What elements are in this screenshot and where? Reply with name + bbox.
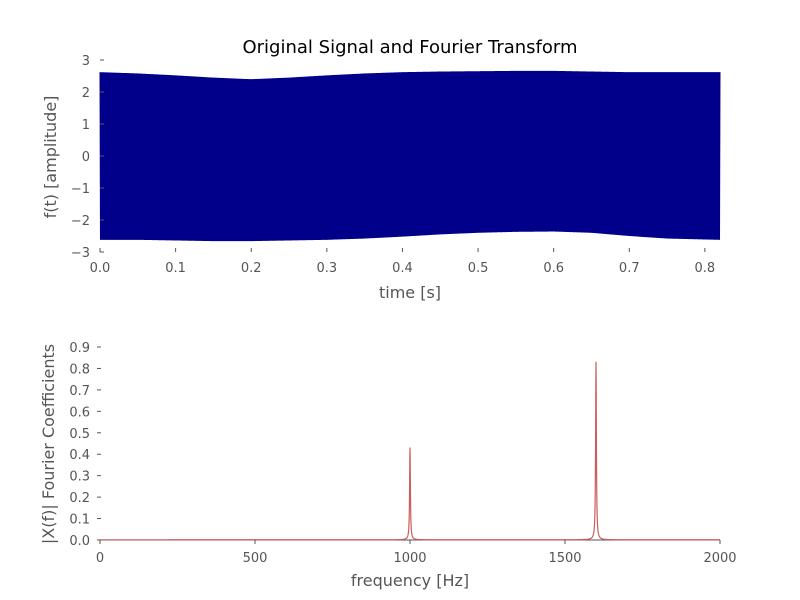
signal-series-line (99, 70, 721, 242)
spectrum-y-tick-label: 0.9 (69, 341, 90, 356)
spectrum-chart: 0 500 1000 1500 2000 0.00.10.20.30.40.50.60.… (39, 341, 737, 590)
signal-y-tick-label: 1 (82, 118, 90, 133)
spectrum-y-tick-label: 0.7 (69, 384, 90, 399)
signal-x-tick-label: 0.5 (468, 261, 489, 276)
signal-x-tick-label: 0.8 (695, 261, 716, 276)
signal-y-axis-label: f(t) [amplitude] (41, 96, 60, 219)
signal-x-tick-label: 0.4 (392, 261, 413, 276)
signal-y-tick-label: 2 (82, 86, 90, 101)
spectrum-y-tick-label: 0.1 (69, 513, 90, 528)
signal-y-ticks: −3 −2 −1 0 1 2 3 (71, 54, 104, 261)
signal-x-tick-label: 0.6 (543, 261, 564, 276)
spectrum-y-tick-label: 0.0 (69, 534, 90, 549)
spectrum-x-ticks: 0 500 1000 1500 2000 (96, 540, 737, 566)
signal-x-axis-label: time [s] (379, 283, 441, 302)
spectrum-x-tick-label: 0 (96, 551, 104, 566)
signal-x-tick-label: 0.2 (241, 261, 262, 276)
spectrum-x-tick-label: 1000 (393, 551, 426, 566)
spectrum-y-tick-label: 0.6 (69, 405, 90, 420)
spectrum-plot-area (100, 361, 720, 541)
signal-plot-area (99, 70, 721, 242)
spectrum-y-tick-label: 0.5 (69, 427, 90, 442)
signal-chart: Original Signal and Fourier Transform 0.… (41, 37, 721, 302)
spectrum-y-tick-label: 0.3 (69, 470, 90, 485)
spectrum-series-line (100, 361, 720, 541)
signal-y-tick-label: −2 (71, 214, 90, 229)
signal-x-tick-label: 0.3 (316, 261, 337, 276)
signal-y-tick-label: −3 (71, 246, 90, 261)
spectrum-y-tick-label: 0.8 (69, 362, 90, 377)
spectrum-x-tick-label: 1500 (548, 551, 581, 566)
signal-x-tick-label: 0.1 (165, 261, 186, 276)
spectrum-y-axis-label: |X(f)| Fourier Coefficients (39, 344, 58, 544)
chart-title: Original Signal and Fourier Transform (242, 37, 577, 58)
spectrum-x-tick-label: 500 (243, 551, 268, 566)
signal-y-tick-label: 0 (82, 150, 90, 165)
spectrum-y-tick-label: 0.4 (69, 448, 90, 463)
spectrum-x-axis-label: frequency [Hz] (351, 571, 469, 590)
signal-y-tick-label: 3 (82, 54, 90, 69)
spectrum-x-tick-label: 2000 (703, 551, 736, 566)
signal-x-ticks: 0.0 0.1 0.2 0.3 0.4 0.5 0.6 0.7 0.8 (90, 248, 716, 276)
signal-x-tick-label: 0.0 (90, 261, 111, 276)
spectrum-y-ticks: 0.0 0.1 0.2 0.3 0.4 0.5 0.6 0.7 0.8 0.9 (69, 341, 101, 549)
spectrum-y-tick-label: 0.2 (69, 491, 90, 506)
signal-x-tick-label: 0.7 (619, 261, 640, 276)
signal-y-tick-label: −1 (71, 182, 90, 197)
